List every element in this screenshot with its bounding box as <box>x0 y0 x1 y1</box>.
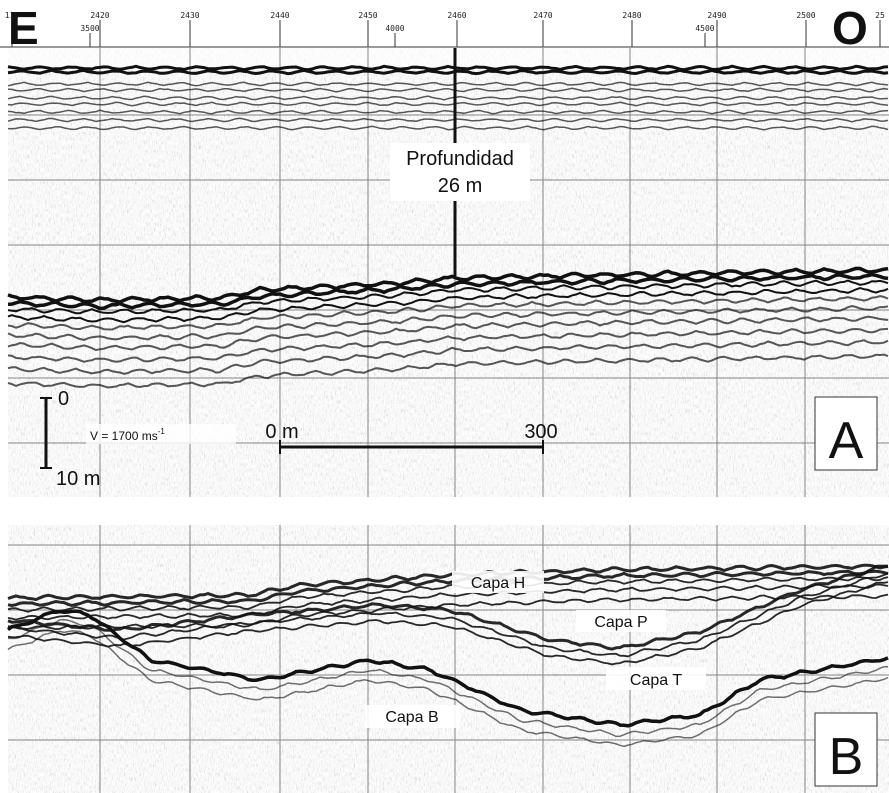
top-tick-label: 2450 <box>358 11 377 20</box>
sub-tick-label: 4000 <box>385 24 404 33</box>
sub-tick-label: 3500 <box>80 24 99 33</box>
capa-b: Capa B <box>385 709 438 726</box>
top-tick-label: 2430 <box>180 11 199 20</box>
top-tick-label: 2500 <box>796 11 815 20</box>
top-tick-label: 2480 <box>622 11 641 20</box>
h-scale-start: 0 m <box>265 421 298 443</box>
panel-a-label: A <box>829 412 864 470</box>
capa-h: Capa H <box>471 575 525 592</box>
top-strip <box>0 0 889 47</box>
top-tick-label: 2490 <box>707 11 726 20</box>
top-tick-label: 2420 <box>90 11 109 20</box>
top-tick-label: 2470 <box>533 11 552 20</box>
h-scale-end: 300 <box>524 421 557 443</box>
capa-p: Capa P <box>594 614 647 631</box>
v-scale-top: 0 <box>58 388 69 410</box>
capa-t: Capa T <box>630 672 682 689</box>
top-tick-label: 2440 <box>270 11 289 20</box>
top-tick-label: 2460 <box>447 11 466 20</box>
depth-value: 26 m <box>438 175 482 197</box>
v-scale-bottom: 10 m <box>56 468 100 490</box>
panel-b-texture <box>8 525 889 793</box>
top-tick-label: 25 <box>875 11 885 20</box>
sub-tick-label: 4500 <box>695 24 714 33</box>
velocity-text: V = 1700 ms <box>90 429 158 443</box>
right-label: O <box>832 2 868 54</box>
seismic-figure: 1102420243024402450246024702480249025002… <box>0 0 889 793</box>
page: {"panel_a": {"left_label": "E", "right_l… <box>0 0 889 793</box>
depth-label: Profundidad <box>406 148 514 170</box>
velocity: V = 1700 ms-1 <box>90 427 165 443</box>
panel-gap <box>0 497 889 525</box>
velocity-exp: -1 <box>158 427 166 436</box>
panel-b-label: B <box>829 728 864 786</box>
left-label: E <box>8 2 39 54</box>
